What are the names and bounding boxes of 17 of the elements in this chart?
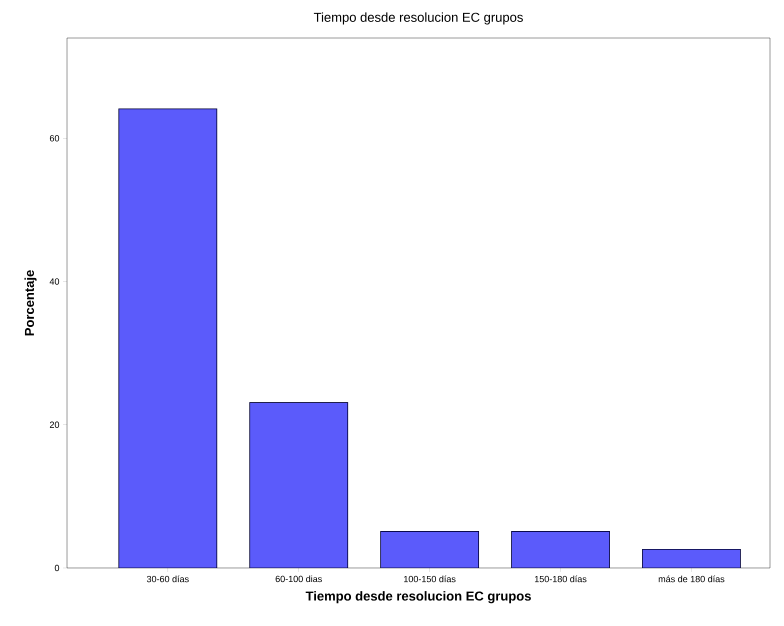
x-tick-label: 100-150 días xyxy=(404,576,456,582)
x-tick-label: 150-180 días xyxy=(534,576,586,582)
x-tick-label: 30-60 días xyxy=(146,576,189,582)
bar xyxy=(511,531,610,568)
bar xyxy=(250,402,348,568)
bar xyxy=(118,108,218,568)
y-tick-label: 0 xyxy=(54,564,60,572)
bar xyxy=(642,548,741,568)
y-tick-label: 60 xyxy=(50,135,60,142)
x-tick-label: 60-100 dias xyxy=(276,576,322,582)
y-tick-label: 20 xyxy=(50,422,60,428)
bar xyxy=(380,531,480,568)
x-tick-label: más de 180 días xyxy=(658,576,724,582)
x-axis-title: Tiempo desde resolucion EC grupos xyxy=(306,591,531,604)
y-tick-label: 40 xyxy=(50,278,60,285)
chart-title: Tiempo desde resolucion EC grupos xyxy=(314,12,523,24)
y-axis-title: Porcentaje xyxy=(24,270,37,336)
